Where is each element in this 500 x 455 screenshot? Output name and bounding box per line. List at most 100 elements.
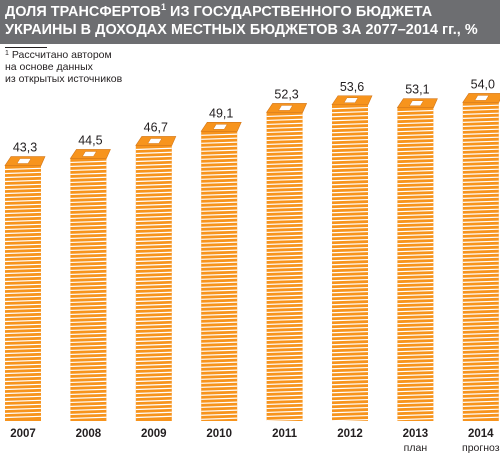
sheet-line: [331, 274, 369, 278]
sheet-line: [462, 136, 499, 139]
sheet-line: [331, 186, 369, 190]
sheet-line: [331, 382, 369, 386]
sheet-line: [135, 303, 172, 307]
sheet-line: [462, 392, 499, 395]
sheet-line: [135, 267, 172, 271]
bar-2013: [396, 98, 438, 422]
sheet-line: [201, 373, 238, 376]
sheet-line: [201, 413, 238, 416]
sheet-line: [331, 130, 369, 134]
sheet-line: [135, 331, 172, 335]
sheet-line: [266, 306, 303, 310]
sheet-line: [462, 288, 499, 291]
sheet-line: [331, 110, 369, 114]
sheet-line: [201, 193, 238, 196]
bar-sheets-2008: [70, 160, 107, 420]
sheet-line: [4, 195, 42, 199]
sheet-line: [201, 317, 238, 320]
sheet-line: [462, 196, 499, 199]
sheet-line: [462, 128, 499, 131]
sheet-line: [135, 371, 172, 375]
sheet-line: [135, 355, 172, 359]
sheet-line: [201, 253, 238, 256]
sheet-line: [397, 281, 434, 285]
sheet-line: [397, 185, 434, 189]
sheet-line: [4, 227, 42, 231]
category-note-2013: план: [404, 442, 428, 454]
category-label-2008: 2008: [76, 428, 102, 440]
sheet-line: [397, 113, 434, 117]
sheet-line: [397, 369, 434, 373]
sheet-line: [462, 292, 499, 295]
category-label-2010: 2010: [206, 428, 232, 440]
sheet-line: [462, 108, 499, 111]
sheet-line: [4, 171, 42, 175]
sheet-line: [397, 305, 434, 309]
sheet-line: [331, 362, 369, 366]
sheet-line: [397, 241, 434, 245]
sheet-line: [70, 392, 107, 396]
sheet-line: [397, 161, 434, 165]
sheet-line: [70, 372, 107, 376]
sheet-line: [135, 271, 172, 275]
sheet-line: [266, 358, 303, 362]
sheet-line: [70, 184, 107, 188]
sheet-line: [201, 345, 238, 348]
sheet-line: [135, 375, 172, 379]
sheet-line: [266, 170, 303, 174]
sheet-line: [4, 203, 42, 207]
sheet-line: [331, 238, 369, 242]
sheet-line: [462, 284, 499, 287]
sheet-line: [135, 391, 172, 395]
sheet-line: [331, 414, 369, 418]
sheet-line: [462, 144, 499, 147]
sheet-line: [331, 278, 369, 282]
sheet-line: [266, 278, 303, 282]
sheet-line: [397, 373, 434, 377]
sheet-line: [201, 393, 238, 396]
sheet-line: [201, 361, 238, 364]
sheet-line: [70, 216, 107, 220]
sheet-line: [266, 286, 303, 290]
bar-sheets-2012: [331, 106, 369, 422]
sheet-line: [397, 109, 434, 113]
sheet-line: [201, 389, 238, 392]
sheet-line: [4, 319, 42, 323]
bar-2014: [462, 93, 500, 422]
sheet-line: [266, 330, 303, 334]
sheet-line: [4, 175, 42, 179]
sheet-line: [462, 252, 499, 255]
sheet-line: [135, 167, 172, 171]
sheet-line: [135, 399, 172, 403]
footnote-line-2: на основе данных: [5, 61, 93, 73]
sheet-line: [4, 299, 42, 303]
sheet-line: [70, 176, 107, 180]
sheet-line: [331, 318, 369, 322]
sheet-line: [331, 166, 369, 170]
sheet-line: [266, 174, 303, 178]
sheet-line: [331, 122, 369, 126]
sheet-line: [201, 365, 238, 368]
sheet-line: [266, 334, 303, 338]
sheet-line: [70, 228, 107, 232]
sheet-line: [266, 126, 303, 130]
sheet-line: [201, 233, 238, 236]
sheet-line: [397, 245, 434, 249]
sheet-line: [462, 180, 499, 183]
sheet-line: [135, 315, 172, 319]
sheet-line: [70, 416, 107, 420]
sheet-line: [462, 416, 499, 419]
sheet-line: [331, 286, 369, 290]
bar-top-highlight-2008: [81, 151, 97, 157]
sheet-line: [397, 181, 434, 185]
sheet-line: [201, 385, 238, 388]
sheet-line: [201, 337, 238, 340]
bar-top-highlight-2013: [408, 100, 424, 106]
sheet-line: [462, 352, 499, 355]
sheet-line: [266, 222, 303, 226]
footnote: 1 Рассчитано автором на основе данных из…: [5, 47, 195, 85]
sheet-line: [331, 358, 369, 362]
sheet-line: [70, 360, 107, 364]
sheet-line: [331, 210, 369, 214]
sheet-line: [331, 350, 369, 354]
